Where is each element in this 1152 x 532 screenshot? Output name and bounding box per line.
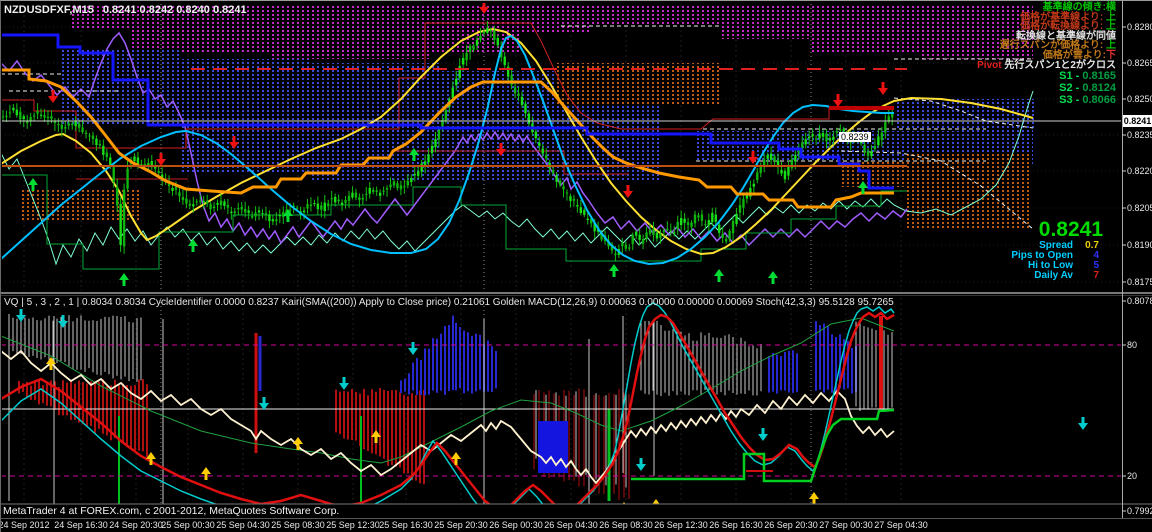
ichimoku-status-text: Pivot xyxy=(977,59,1005,71)
ichimoku-status-line: Pivot 先行スパン1と2がクロス xyxy=(977,59,1116,71)
time-axis-label: 25 Sep 16:30 xyxy=(379,520,433,530)
ichimoku-status-text: 0.8165 xyxy=(1082,70,1116,83)
price-info-row: Hi to Low 5 xyxy=(991,260,1101,271)
time-axis-label: 25 Sep 04:30 xyxy=(216,520,270,530)
price-axis-label: 0.8250 xyxy=(1127,94,1152,104)
price-info-label: Spread xyxy=(1039,240,1073,251)
indicator-axis-label: 0.7992 xyxy=(1127,506,1152,516)
ichimoku-status-text: S1 - xyxy=(1059,70,1083,83)
ichimoku-status-text: 遅行スパンが価格より: xyxy=(999,40,1106,52)
price-axis-label: 0.8220 xyxy=(1127,166,1152,176)
price-axis-label: 0.8280 xyxy=(1127,22,1152,32)
indicator-values-header: VQ | 5 , 3 , 2 , 1 | 0.8034 0.8034 Cycle… xyxy=(4,297,894,308)
price-axis-label: 0.8205 xyxy=(1127,203,1152,213)
price-info-label: Daily Av xyxy=(1034,270,1073,281)
chart-price-tag: 0.8239 xyxy=(839,132,871,142)
time-axis-label: 26 Sep 00:30 xyxy=(489,520,543,530)
ichimoku-status-line: 遅行スパンが価格より: 上 xyxy=(977,41,1116,51)
ichimoku-status-text: 上 xyxy=(1106,40,1116,52)
price-info-label: Pips to Open xyxy=(1011,250,1073,261)
ichimoku-status-line: S3 - 0.8066 xyxy=(977,94,1116,106)
ichimoku-status-text: 転換線と基準線が同値 xyxy=(1016,30,1116,42)
price-info-row: Pips to Open 4 xyxy=(991,250,1101,261)
ichimoku-status-text: 0.8124 xyxy=(1082,82,1116,95)
price-info-label: Hi to Low xyxy=(1028,260,1073,271)
time-axis-label: 26 Sep 12:30 xyxy=(654,520,708,530)
chart-ohlc-values: 0.8241 0.8242 0.8240 0.8241 xyxy=(102,4,247,16)
big-price-display: 0.8241 xyxy=(1038,218,1103,241)
price-info-value: 5 xyxy=(1093,260,1099,271)
time-axis-label: 24 Sep 2012 xyxy=(0,520,50,530)
ichimoku-status-text: 下 xyxy=(1106,49,1116,61)
ichimoku-status-text: 価格が雲より: xyxy=(1042,49,1106,61)
ichimoku-status-text: 先行スパン1と2がクロス xyxy=(1004,59,1116,71)
time-axis-label: 24 Sep 20:30 xyxy=(109,520,163,530)
ichimoku-status-line: S2 - 0.8124 xyxy=(977,82,1116,94)
ichimoku-status-text: 上 xyxy=(1106,21,1116,33)
ichimoku-status-text: 0.8066 xyxy=(1082,94,1116,107)
ichimoku-status-line: 転換線と基準線が同値 xyxy=(977,30,1116,42)
indicator-axis-label: 0.8078 xyxy=(1127,296,1152,306)
ichimoku-status-text: 価格が転換線より: xyxy=(1020,21,1106,33)
time-axis-label: 27 Sep 00:30 xyxy=(819,520,873,530)
time-axis-label: 24 Sep 16:30 xyxy=(54,520,108,530)
time-axis-label: 25 Sep 20:30 xyxy=(434,520,488,530)
indicator-axis-label: 80 xyxy=(1127,340,1138,350)
time-axis-label: 25 Sep 00:30 xyxy=(161,520,215,530)
price-info-row: Daily Av 7 xyxy=(991,270,1101,281)
indicator-axis-label: 20 xyxy=(1127,471,1138,481)
ichimoku-status-text: S3 - xyxy=(1059,94,1083,107)
status-bar-text: MetaTrader 4 at FOREX.com, c 2001-2012, … xyxy=(3,505,340,517)
ichimoku-status-text: 基準線の傾き:横 xyxy=(1042,2,1116,13)
time-axis-label: 27 Sep 04:30 xyxy=(874,520,928,530)
price-axis-label: 0.8175 xyxy=(1127,277,1152,287)
price-axis-label: 0.8190 xyxy=(1127,240,1152,250)
ichimoku-status-text: S2 - xyxy=(1059,82,1083,95)
chart-symbol-period: NZDUSDFXF,M15 xyxy=(4,4,94,16)
time-axis-label: 26 Sep 08:30 xyxy=(599,520,653,530)
price-info-value: 7 xyxy=(1093,270,1099,281)
ichimoku-status-text: 価格が基準線より: xyxy=(1020,11,1106,23)
time-axis-label: 25 Sep 12:30 xyxy=(326,520,380,530)
time-axis-label: 25 Sep 08:30 xyxy=(271,520,325,530)
time-axis-label: 26 Sep 04:30 xyxy=(544,520,598,530)
price-axis-label: 0.8265 xyxy=(1127,58,1152,68)
time-axis-label: 26 Sep 16:30 xyxy=(709,520,763,530)
time-axis-label: 26 Sep 20:30 xyxy=(764,520,818,530)
price-axis-label: 0.8235 xyxy=(1127,130,1152,140)
ichimoku-status-text: 上 xyxy=(1106,11,1116,23)
price-info-rows: Spread 0.7 Pips to Open 4 Hi to Low 5 Daily Av… xyxy=(991,240,1101,281)
ichimoku-status-line: 基準線の傾き:横 xyxy=(977,3,1116,13)
ichimoku-status-line: S1 - 0.8165 xyxy=(977,70,1116,82)
price-info-row: Spread 0.7 xyxy=(991,240,1101,251)
price-info-value: 4 xyxy=(1093,250,1099,261)
chart-title: NZDUSDFXF,M15 0.8241 0.8242 0.8240 0.8241 xyxy=(4,4,247,16)
ichimoku-status-line: 価格が転換線より: 上 xyxy=(977,22,1116,32)
current-price-box: 0.8241 xyxy=(1123,115,1152,127)
ichimoku-status-line: 価格が基準線より: 上 xyxy=(977,11,1116,23)
ichimoku-status-panel: 基準線の傾き:横 価格が基準線より: 上価格が転換線より: 上転換線と基準線が同値… xyxy=(977,3,1116,107)
price-info-value: 0.7 xyxy=(1085,240,1099,251)
ichimoku-status-line: 価格が雲より:下 xyxy=(977,49,1116,61)
